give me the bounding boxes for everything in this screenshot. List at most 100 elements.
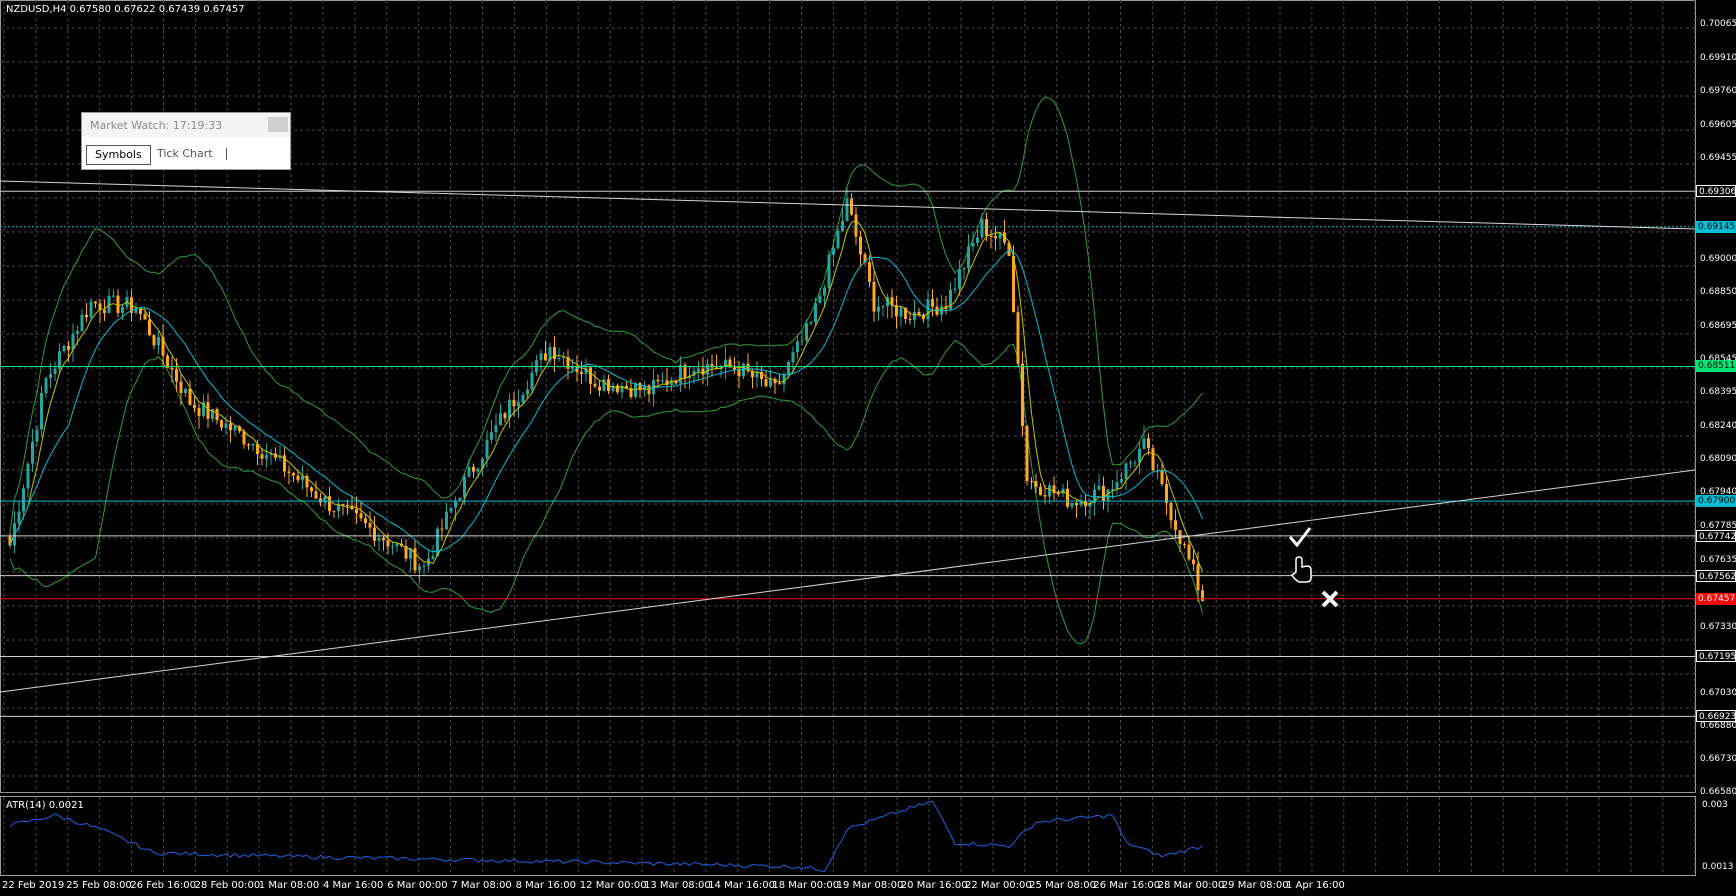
candle-body xyxy=(373,527,376,541)
candle-body xyxy=(413,548,417,571)
candle-body xyxy=(931,299,934,307)
candle-body xyxy=(967,246,970,269)
candle-body xyxy=(8,536,12,546)
candle-body xyxy=(1111,488,1114,490)
candle-body xyxy=(584,367,588,375)
candle-body xyxy=(953,288,957,291)
candle-body xyxy=(1079,500,1083,506)
candle-body xyxy=(85,314,88,318)
tab-symbols[interactable]: Symbols xyxy=(86,145,151,165)
market-watch-titlebar[interactable]: Market Watch: 17:19:33 xyxy=(82,113,290,137)
candle-body xyxy=(197,407,201,417)
candle-body xyxy=(1165,484,1168,503)
candle-body xyxy=(625,385,628,389)
candle-body xyxy=(904,307,907,319)
candle-body xyxy=(814,303,817,323)
candle-body xyxy=(229,423,232,431)
candle-body xyxy=(296,475,300,481)
candle-body xyxy=(602,379,606,391)
close-icon[interactable] xyxy=(268,117,288,132)
candle-body xyxy=(971,242,975,247)
candle-body xyxy=(98,303,102,311)
candle-body xyxy=(823,287,826,296)
trendlines[interactable] xyxy=(0,180,1696,693)
price-tick-label: 0.70065 xyxy=(1700,19,1736,29)
candle-body xyxy=(800,340,804,342)
candle-body xyxy=(616,385,619,393)
candle-body xyxy=(679,364,682,384)
candle-body xyxy=(836,230,840,248)
candle-body xyxy=(404,545,408,559)
candle-body xyxy=(251,444,255,446)
candle-body xyxy=(949,290,952,310)
candle-body xyxy=(908,318,912,320)
candle-body xyxy=(710,363,714,368)
tab-tick-chart[interactable]: Tick Chart xyxy=(157,147,213,160)
horizontal-levels[interactable] xyxy=(0,190,1695,717)
candle-body xyxy=(220,420,223,428)
time-tick-label: 22 Feb 2019 xyxy=(2,880,65,891)
candle-body xyxy=(1025,426,1029,482)
candle-body xyxy=(764,379,768,387)
atr-label: ATR(14) 0.0021 xyxy=(6,800,84,811)
candle-body xyxy=(661,380,664,382)
candle-body xyxy=(305,476,309,488)
price-tick-label: 0.69455 xyxy=(1700,153,1736,164)
candle-body xyxy=(386,540,390,547)
price-tick-label: 0.67785 xyxy=(1700,521,1736,532)
market-watch-window[interactable]: Market Watch: 17:19:33 Symbols Tick Char… xyxy=(81,112,291,170)
candle-body xyxy=(337,504,340,512)
candle-body xyxy=(841,220,844,231)
price-tick-label: 0.66580 xyxy=(1700,787,1736,797)
candle-body xyxy=(845,198,849,221)
candle-body xyxy=(409,548,412,559)
candle-body xyxy=(796,341,799,353)
candle-body xyxy=(233,426,237,431)
candle-body xyxy=(1147,438,1150,449)
candle-body xyxy=(526,389,529,395)
atr-scale-bottom: 0.0013 xyxy=(1702,862,1734,872)
candle-body xyxy=(773,378,777,384)
candle-body xyxy=(224,423,228,428)
candle-body xyxy=(112,295,115,297)
candle-body xyxy=(247,444,250,446)
candle-body xyxy=(611,385,615,391)
price-tick-label: 0.68545 xyxy=(1700,353,1736,364)
candle-body xyxy=(1115,482,1119,489)
price-tick-label: 0.68090 xyxy=(1700,454,1736,465)
candle-body xyxy=(832,247,835,255)
time-tick-label: 12 Mar 00:00 xyxy=(579,880,647,891)
candle-body xyxy=(1048,485,1051,497)
candle-body xyxy=(368,523,372,528)
candle-body xyxy=(103,310,106,314)
candle-body xyxy=(746,363,750,372)
candle-body xyxy=(53,368,57,374)
candle-body xyxy=(976,237,979,243)
candle-body xyxy=(188,388,192,405)
price-tick-label: 0.66730 xyxy=(1700,753,1736,764)
candle-body xyxy=(319,498,322,503)
candle-body xyxy=(467,466,471,477)
market-watch-title: Market Watch: 17:19:33 xyxy=(90,119,223,132)
candle-body xyxy=(1043,495,1047,497)
moving-averages xyxy=(9,219,1203,573)
candle-body xyxy=(557,357,561,360)
candle-body xyxy=(242,431,246,445)
trade-marks xyxy=(1288,527,1339,608)
candle-body xyxy=(877,306,880,312)
ohlc-values: 0.67580 0.67622 0.67439 0.67457 xyxy=(69,4,245,15)
candle-body xyxy=(998,232,1002,239)
price-tick-label: 0.68695 xyxy=(1700,320,1736,331)
candle-body xyxy=(706,363,709,375)
price-tick-label: 0.69000 xyxy=(1700,253,1736,264)
price-tick-label: 0.69910 xyxy=(1700,53,1736,64)
candle-body xyxy=(818,295,822,304)
candle-body xyxy=(1169,502,1173,521)
candle-body xyxy=(827,254,831,288)
candle-body xyxy=(211,409,214,419)
candle-body xyxy=(1097,485,1101,490)
price-level-tag: 0.67900 xyxy=(1696,495,1736,508)
price-tick-label: 0.68240 xyxy=(1700,421,1736,432)
price-tick-label: 0.69760 xyxy=(1700,86,1736,97)
